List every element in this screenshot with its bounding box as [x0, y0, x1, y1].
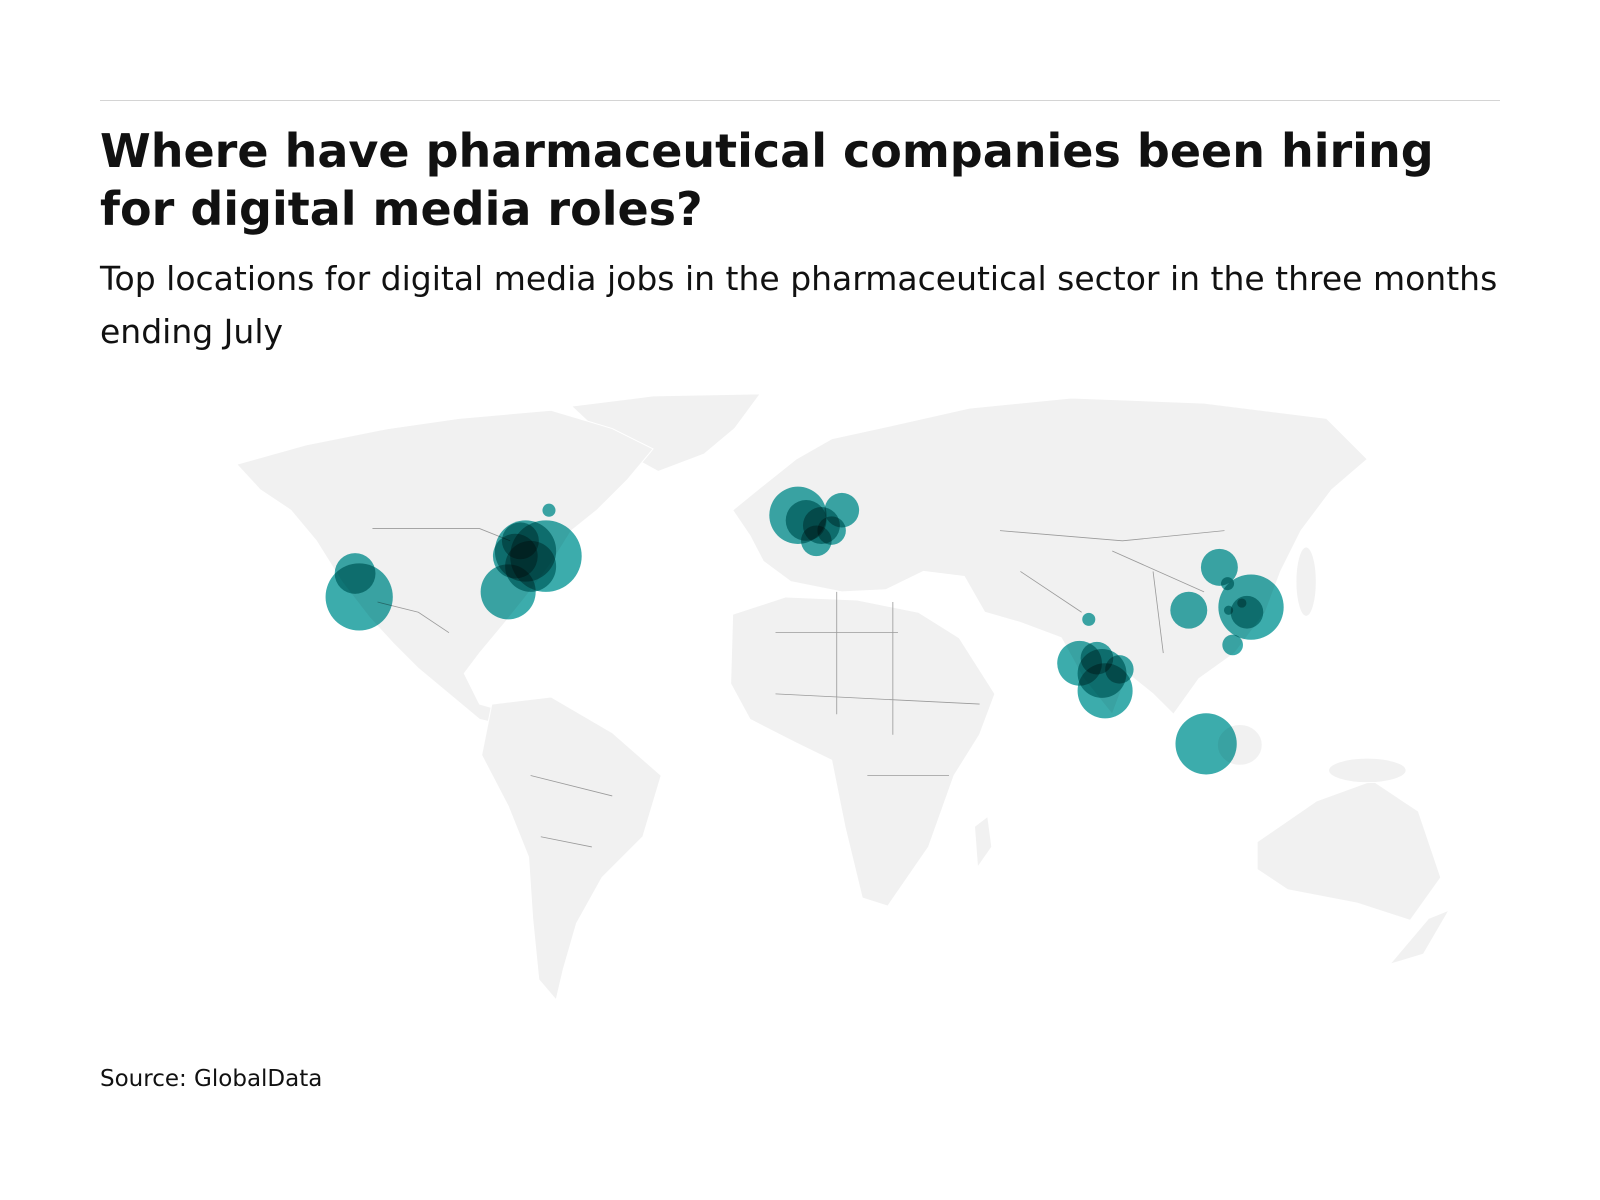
- bubble: [1082, 612, 1096, 626]
- bubble: [1230, 595, 1264, 629]
- africa: [730, 596, 996, 907]
- eurasia: [731, 397, 1369, 716]
- bubble: [542, 503, 556, 517]
- madagascar: [973, 815, 993, 869]
- bubble: [1200, 548, 1238, 586]
- title: Where have pharmaceutical companies been…: [100, 124, 1434, 236]
- bubble: [1223, 605, 1234, 615]
- borders: [372, 528, 1225, 848]
- japan: [1295, 546, 1317, 617]
- bubbles: [325, 486, 1284, 775]
- africa-borders: [775, 591, 980, 776]
- source: Source: GlobalData: [100, 1066, 323, 1092]
- top-rule: [100, 100, 1500, 101]
- south-america: [481, 696, 662, 1002]
- australia: [1256, 780, 1442, 922]
- bubble: [1222, 634, 1243, 656]
- bubble: [1221, 577, 1235, 591]
- asia-borders: [999, 530, 1225, 654]
- land: [235, 393, 1451, 1002]
- bubble: [817, 516, 846, 545]
- bubble: [1175, 713, 1237, 775]
- new-guinea: [1328, 757, 1407, 784]
- bubble: [325, 563, 393, 631]
- bubble: [501, 522, 539, 560]
- bubble: [1170, 591, 1208, 629]
- subtitle: Top locations for digital media jobs in …: [100, 259, 1498, 351]
- north-america: [235, 409, 654, 728]
- new-zealand: [1388, 909, 1451, 966]
- bubble: [1080, 641, 1114, 675]
- sa-borders: [530, 775, 613, 848]
- bubble: [1237, 598, 1247, 608]
